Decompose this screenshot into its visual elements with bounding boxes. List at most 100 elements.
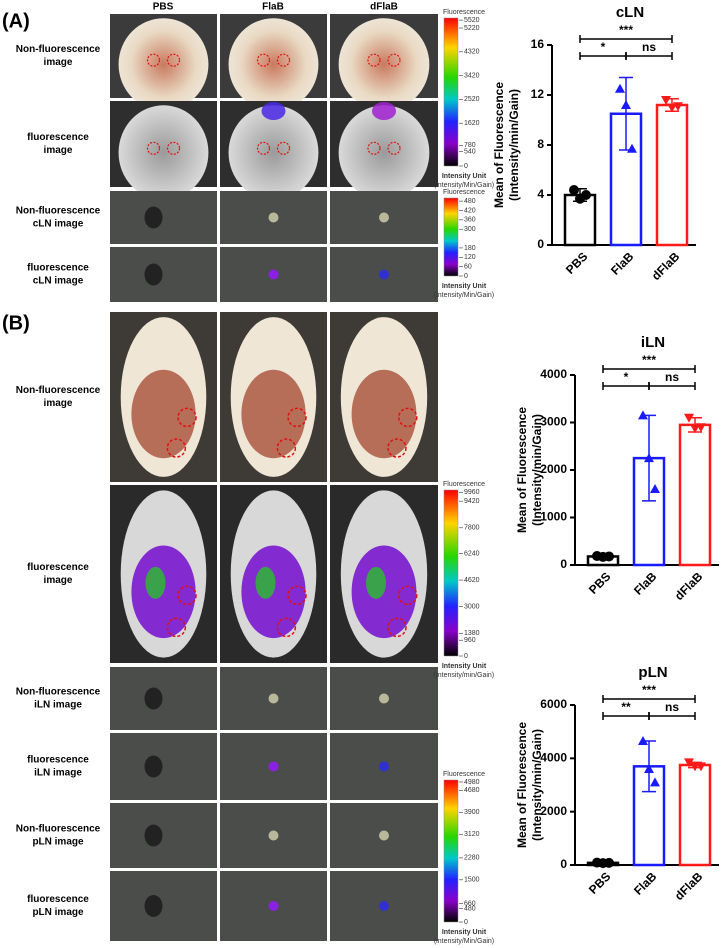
data-point xyxy=(696,423,706,433)
y-axis-label: (Intensity/min/Gain) xyxy=(530,729,544,841)
data-point xyxy=(644,764,654,773)
colorbar xyxy=(443,197,459,277)
image-tile xyxy=(330,312,438,482)
y-axis-label: Mean of Fluorescence xyxy=(515,407,529,533)
row-label: fluorescence xyxy=(27,755,89,766)
colorbar-tick-label: 9420 xyxy=(464,498,480,505)
y-tick-label: 12 xyxy=(531,87,545,101)
row-label: cLN image xyxy=(33,276,84,287)
image-tile xyxy=(330,485,438,663)
row-label: iLN image xyxy=(34,768,82,779)
lymph-node xyxy=(379,761,389,772)
lymph-node xyxy=(144,824,163,847)
lymph-node xyxy=(379,212,389,223)
panel-label: (B) xyxy=(2,312,30,334)
node-circle xyxy=(177,407,197,428)
lymph-node xyxy=(144,755,163,778)
image-tile xyxy=(220,247,327,302)
colorbar-unit-detail: (intensity/Min/Gain) xyxy=(434,292,494,299)
y-tick-label: 4000 xyxy=(540,367,567,381)
data-point xyxy=(690,424,700,434)
data-point xyxy=(661,96,671,105)
colorbar-unit-detail: (intensity/min/Gain) xyxy=(434,672,494,679)
colorbar-tick-label: 1620 xyxy=(464,120,480,127)
image-tile xyxy=(330,667,438,730)
abdomen xyxy=(131,369,196,459)
colorbar-tick-label: 2280 xyxy=(464,855,480,862)
node-circle xyxy=(146,141,161,155)
image-tile xyxy=(110,803,217,868)
node-circle xyxy=(276,617,297,638)
data-point xyxy=(621,100,631,109)
significance-label: * xyxy=(624,370,629,384)
bar xyxy=(678,763,712,867)
colorbar-tick-label: 5220 xyxy=(464,25,480,32)
colorbar-unit: Intensity Unit xyxy=(442,929,487,936)
colorbar-tick-label: 3420 xyxy=(464,72,480,79)
row-label: image xyxy=(44,145,73,156)
significance-label: ** xyxy=(621,700,631,714)
y-tick-label: 3000 xyxy=(540,415,567,429)
y-axis-label: Mean of Fluorescence xyxy=(515,722,529,848)
colorbar-tick-label: 1500 xyxy=(464,877,480,884)
significance-bracket xyxy=(625,52,673,60)
image-tile xyxy=(220,485,327,663)
x-tick-label: PBS xyxy=(563,249,590,276)
lymph-node xyxy=(268,830,279,841)
colorbar-tick-label: 180 xyxy=(464,245,476,252)
node-circle xyxy=(387,438,407,458)
significance-label: ns xyxy=(665,370,679,384)
data-point xyxy=(650,777,660,787)
significance-bracket xyxy=(579,35,673,43)
image-tile xyxy=(110,14,217,111)
node-circle xyxy=(166,438,187,458)
lymph-node xyxy=(268,901,279,911)
image-bg xyxy=(110,733,217,800)
x-tick-label: PBS xyxy=(586,569,613,596)
colorbar-tick-label: 540 xyxy=(464,149,476,156)
colorbar-unit-detail: (intensity/Min/Gain) xyxy=(434,182,494,189)
chart-title: iLN xyxy=(641,334,665,351)
x-tick-label: dFlaB xyxy=(649,249,683,283)
colorbar-tick-label: 60 xyxy=(464,263,472,270)
node-circle xyxy=(146,53,161,67)
mouse xyxy=(228,105,319,200)
colorbar-title: Fluorescence xyxy=(443,771,485,778)
lymph-node xyxy=(144,687,163,710)
node-circle xyxy=(256,141,271,155)
image-tile xyxy=(110,871,217,941)
row-label: image xyxy=(44,398,73,409)
image-bg xyxy=(110,667,217,730)
bar xyxy=(655,103,689,247)
colorbar-tick-label: 120 xyxy=(464,254,476,261)
colorbar-tick-label: 6240 xyxy=(464,550,480,557)
row-label: cLN image xyxy=(33,219,84,230)
colorbar-tick-label: 9960 xyxy=(464,489,480,496)
node-circle xyxy=(398,407,418,428)
node-circle xyxy=(387,53,401,67)
colorbar-tick-label: 960 xyxy=(464,637,476,644)
row-label: Non-fluorescence xyxy=(16,385,101,396)
x-tick-label: FlaB xyxy=(631,569,660,598)
row-label: pLN image xyxy=(32,837,84,848)
image-tile xyxy=(110,312,217,482)
image-tile xyxy=(220,312,327,482)
mouse xyxy=(338,18,430,111)
row-label: Non-fluorescence xyxy=(16,44,101,55)
colorbar-tick-label: 7800 xyxy=(464,525,480,532)
node-circle xyxy=(287,585,307,606)
image-tile xyxy=(110,667,217,730)
node-circle xyxy=(166,53,181,67)
lymph-node xyxy=(268,212,279,223)
signal xyxy=(261,102,286,120)
node-circle xyxy=(177,585,197,606)
data-point xyxy=(627,143,637,153)
colorbar-title: Fluorescence xyxy=(443,481,485,488)
significance-bracket xyxy=(648,382,696,390)
lymph-node xyxy=(144,263,163,286)
colorbar-unit: Intensity Unit xyxy=(442,283,487,290)
y-axis-label: (Intensity/min/Gain) xyxy=(507,89,521,201)
colorbar-tick-label: 0 xyxy=(464,163,468,170)
x-tick-label: dFlaB xyxy=(672,869,706,903)
image-tile xyxy=(330,101,438,200)
